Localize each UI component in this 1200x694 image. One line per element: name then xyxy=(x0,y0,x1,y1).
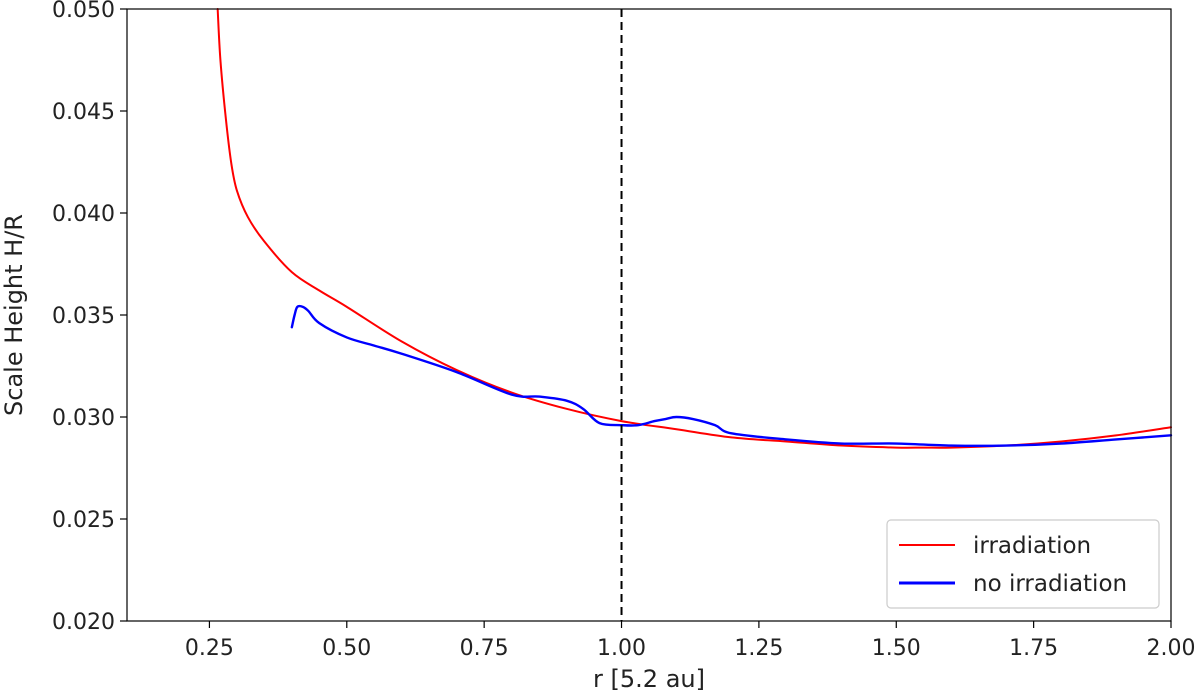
legend-box xyxy=(886,519,1160,609)
x-tick-label: 1.00 xyxy=(597,636,646,661)
y-axis: 0.020 0.025 0.030 0.035 0.040 0.045 0.050 xyxy=(52,0,127,635)
y-tick-label: 0.040 xyxy=(52,202,115,227)
legend-label-no-irradiation: no irradiation xyxy=(973,571,1127,597)
y-tick-label: 0.020 xyxy=(52,610,115,635)
legend: irradiation no irradiation xyxy=(886,519,1160,609)
x-tick-label: 1.50 xyxy=(872,636,921,661)
x-tick-label: 0.50 xyxy=(322,636,371,661)
y-tick-label: 0.050 xyxy=(52,0,115,23)
x-tick-label: 2.00 xyxy=(1147,636,1196,661)
y-tick-label: 0.030 xyxy=(52,406,115,431)
legend-label-irradiation: irradiation xyxy=(973,533,1091,559)
y-tick-label: 0.035 xyxy=(52,304,115,329)
plot-lines xyxy=(216,8,1173,449)
x-tick-label: 1.75 xyxy=(1009,636,1058,661)
x-tick-label: 0.75 xyxy=(460,636,509,661)
x-tick-label: 1.25 xyxy=(734,636,783,661)
series-line-no-irradiation xyxy=(290,304,1173,448)
y-tick-label: 0.045 xyxy=(52,100,115,125)
x-axis: 0.25 0.50 0.75 1.00 1.25 1.50 1.75 2.00 xyxy=(185,621,1196,661)
y-tick-label: 0.025 xyxy=(52,508,115,533)
y-axis-label: Scale Height H/R xyxy=(0,214,28,416)
series-line-irradiation xyxy=(216,8,1172,449)
x-axis-label: r [5.2 au] xyxy=(593,665,705,693)
x-tick-label: 0.25 xyxy=(185,636,234,661)
